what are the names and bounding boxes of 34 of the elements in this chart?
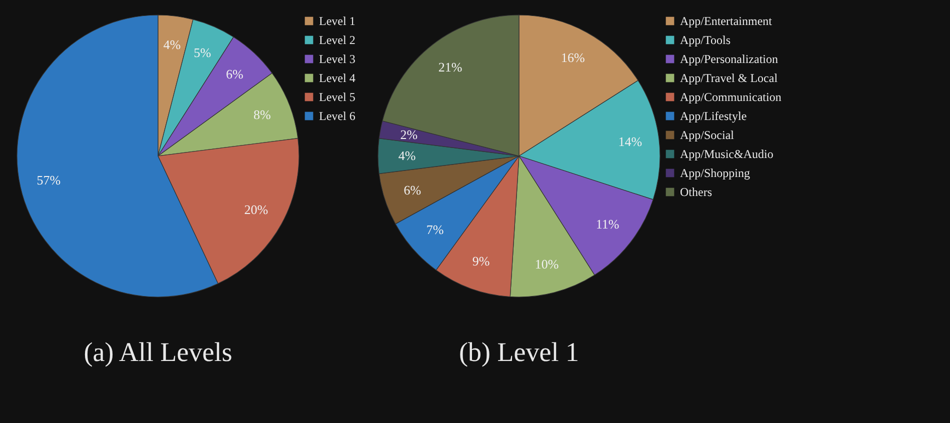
data-label: 21% bbox=[438, 60, 462, 75]
legend-label: App/Personalization bbox=[680, 52, 778, 66]
legend-label: App/Entertainment bbox=[680, 14, 773, 28]
legend-label: Level 3 bbox=[319, 52, 356, 66]
data-label: 6% bbox=[226, 66, 244, 82]
data-label: 14% bbox=[618, 134, 642, 149]
text: (b) Level 1 bbox=[459, 337, 579, 368]
legend-label: App/Music&Audio bbox=[680, 147, 774, 161]
data-label: 11% bbox=[596, 216, 620, 232]
legend-label: App/Communication bbox=[680, 90, 782, 104]
data-label: 5% bbox=[194, 45, 212, 60]
legend-label: Level 5 bbox=[319, 90, 356, 104]
data-label: 10% bbox=[534, 256, 559, 272]
legend-label: App/Lifestyle bbox=[680, 109, 747, 123]
data-label: 57% bbox=[36, 172, 61, 188]
legend-label: Level 1 bbox=[319, 14, 356, 28]
legend-label: App/Social bbox=[680, 128, 735, 142]
data-label: 16% bbox=[561, 50, 586, 65]
legend-label: App/Tools bbox=[680, 33, 731, 47]
data-label: 8% bbox=[253, 106, 271, 122]
legend-label: Level 4 bbox=[319, 71, 356, 85]
data-label: 2% bbox=[400, 127, 418, 142]
data-label: 20% bbox=[244, 202, 268, 217]
legend-label: Others bbox=[680, 185, 712, 199]
data-label: 9% bbox=[472, 253, 490, 268]
text: (a) All Levels bbox=[84, 337, 232, 368]
data-label: 4% bbox=[163, 36, 181, 52]
legend-label: App/Shopping bbox=[680, 166, 750, 180]
legend-label: Level 2 bbox=[319, 33, 356, 47]
data-label: 6% bbox=[404, 182, 422, 198]
data-label: 7% bbox=[426, 222, 444, 238]
legend-label: App/Travel & Local bbox=[680, 71, 778, 85]
data-label: 4% bbox=[398, 148, 416, 163]
legend-label: Level 6 bbox=[319, 109, 356, 123]
